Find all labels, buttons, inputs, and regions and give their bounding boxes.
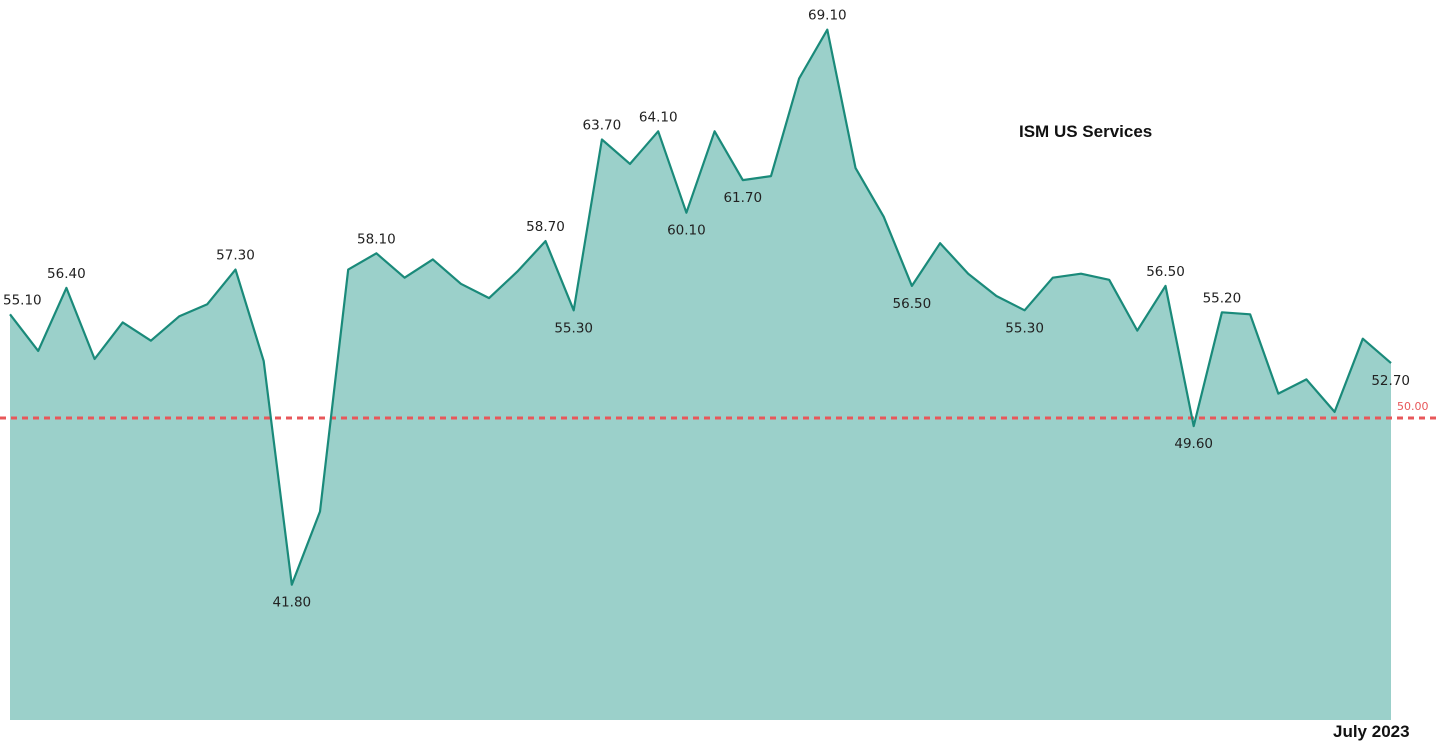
data-label: 55.30 bbox=[1005, 320, 1044, 336]
data-label: 69.10 bbox=[808, 8, 847, 24]
data-label: 41.80 bbox=[273, 595, 312, 611]
data-labels: 55.10 56.40 57.30 41.80 58.10 58.70 55.30 63.70… bbox=[3, 8, 1410, 611]
data-label: 58.10 bbox=[357, 231, 396, 247]
series-line bbox=[9, 28, 1392, 586]
chart-title: ISM US Services bbox=[1019, 122, 1153, 141]
data-label: 56.40 bbox=[47, 266, 86, 282]
data-label: 55.10 bbox=[3, 292, 42, 308]
data-label: 64.10 bbox=[639, 109, 678, 125]
data-label: 49.60 bbox=[1174, 436, 1213, 452]
reference-line-label: 50.00 bbox=[1397, 400, 1429, 413]
data-label: 58.70 bbox=[526, 219, 565, 235]
data-label: 56.50 bbox=[1146, 264, 1185, 280]
data-label: 61.70 bbox=[723, 190, 762, 206]
data-label: 52.70 bbox=[1371, 373, 1410, 389]
data-label: 55.20 bbox=[1203, 290, 1242, 306]
data-label: 57.30 bbox=[216, 248, 255, 264]
data-label: 63.70 bbox=[583, 117, 622, 133]
end-date-label: July 2023 bbox=[1333, 722, 1410, 741]
data-label: 60.10 bbox=[667, 223, 706, 239]
data-label: 55.30 bbox=[554, 320, 593, 336]
area-fill bbox=[10, 29, 1391, 720]
data-label: 56.50 bbox=[893, 296, 932, 312]
